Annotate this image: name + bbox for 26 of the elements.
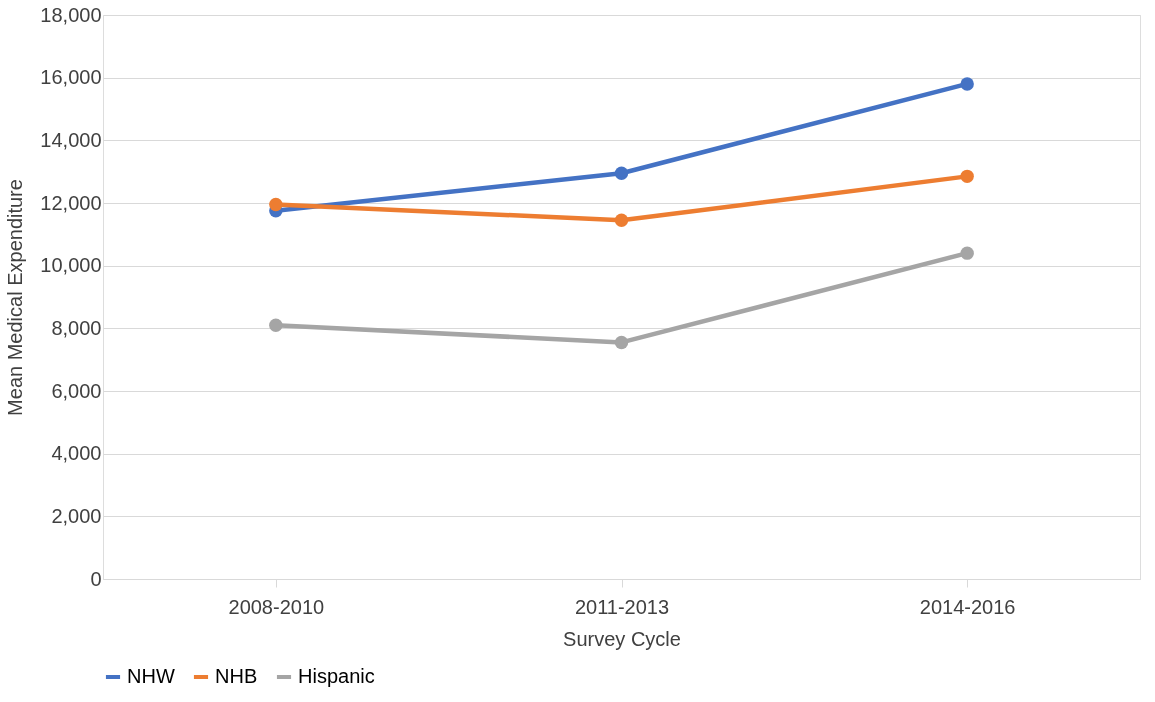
x-axis-title: Survey Cycle	[563, 627, 681, 650]
y-tick-label: 18,000	[40, 3, 102, 26]
point	[960, 246, 974, 260]
point	[614, 213, 629, 227]
y-tick-label: 12,000	[40, 191, 102, 214]
y-tick-label: 14,000	[40, 128, 102, 151]
x-tick-label: 2008-2010	[228, 595, 325, 618]
point	[269, 197, 283, 212]
y-tick-label: 2,000	[51, 504, 102, 527]
y-tick-label: 8,000	[51, 316, 102, 339]
y-tick-label: 10,000	[40, 254, 102, 277]
point	[960, 77, 974, 91]
x-tick-label: 2014-2016	[919, 595, 1016, 618]
y-axis-title: Mean Medical Expenditure	[4, 179, 27, 416]
y-tick-label: 0	[90, 567, 102, 590]
y-tick-label: 6,000	[51, 379, 102, 402]
x-tick-label: 2011-2013	[574, 595, 670, 618]
point	[614, 166, 629, 180]
y-tick-label: 16,000	[40, 66, 102, 89]
legend-label: NHW	[127, 665, 175, 687]
point	[614, 335, 629, 350]
legend-label: NHB	[215, 665, 258, 687]
y-tick-label: 4,000	[51, 442, 102, 465]
point	[269, 318, 283, 332]
point	[960, 169, 974, 184]
legend-label: Hispanic	[298, 665, 375, 687]
